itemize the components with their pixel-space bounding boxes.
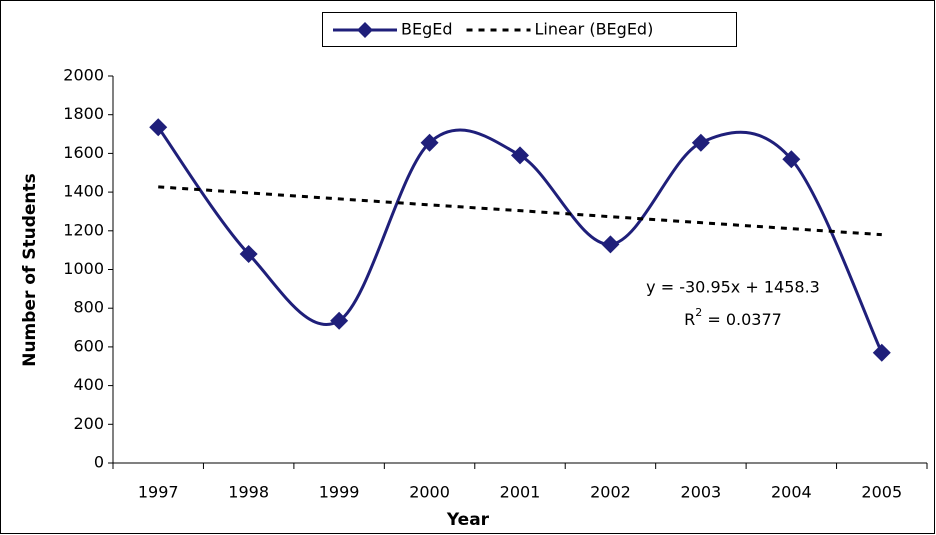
x-tick-label: 2002	[590, 483, 631, 502]
y-tick-label: 1000	[63, 259, 104, 278]
r-squared-exponent: 2	[695, 306, 702, 319]
y-tick-label: 1800	[63, 104, 104, 123]
x-tick-label: 2005	[861, 483, 902, 502]
y-tick-label: 800	[73, 298, 104, 317]
marker	[239, 245, 258, 264]
legend-label: BEgEd	[401, 20, 453, 39]
legend: BEgEd Linear (BEgEd)	[322, 12, 737, 47]
y-tick-label: 1400	[63, 182, 104, 201]
y-tick-label: 200	[73, 414, 104, 433]
r-squared-rest: = 0.0377	[702, 310, 782, 329]
r-squared-base: R	[684, 310, 695, 329]
x-tick-label: 1999	[319, 483, 360, 502]
y-axis-label: Number of Students	[20, 173, 40, 367]
marker	[601, 235, 620, 254]
series-line	[158, 185, 882, 237]
marker	[782, 150, 801, 169]
x-tick-label: 1997	[138, 483, 179, 502]
y-tick-label: 0	[94, 453, 104, 472]
y-tick-label: 1600	[63, 143, 104, 162]
marker	[691, 133, 710, 152]
x-tick-label: 2004	[771, 483, 812, 502]
x-axis-label: Year	[446, 510, 490, 530]
legend-label: Linear (BEgEd)	[535, 20, 654, 39]
marker	[149, 118, 168, 137]
y-tick-label: 1200	[63, 220, 104, 239]
r-squared: R2 = 0.0377	[684, 306, 782, 329]
y-tick-label: 600	[73, 336, 104, 355]
y-tick-label: 2000	[63, 66, 104, 85]
legend-marker	[357, 22, 373, 38]
x-tick-label: 2003	[681, 483, 722, 502]
x-tick-label: 2000	[409, 483, 450, 502]
marker	[330, 311, 349, 330]
y-tick-label: 400	[73, 375, 104, 394]
marker	[511, 146, 529, 165]
trend-equation: y = -30.95x + 1458.3	[646, 278, 820, 297]
marker	[420, 133, 439, 152]
x-tick-label: 1998	[228, 483, 269, 502]
marker	[872, 343, 891, 362]
x-tick-label: 2001	[500, 483, 541, 502]
